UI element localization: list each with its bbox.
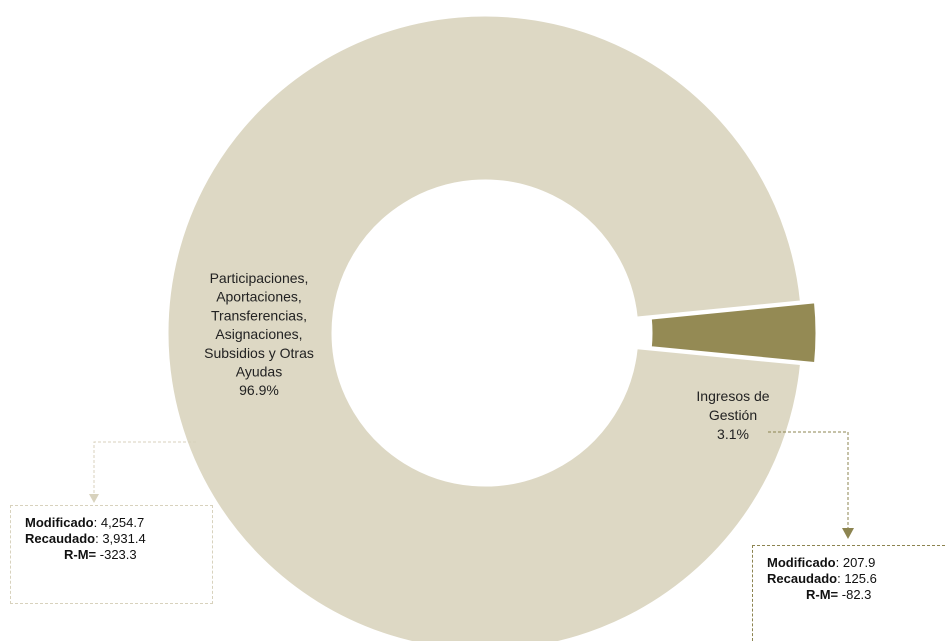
main-modificado-row: Modificado: 4,254.7: [25, 515, 145, 530]
label-participaciones-line: Participaciones,: [210, 270, 309, 286]
label-participaciones-line: Asignaciones,: [215, 326, 302, 342]
label-ingresos-gestion-line: Gestión: [709, 407, 757, 423]
label-ingresos-gestion-line: Ingresos de: [696, 388, 769, 404]
connector-line-gestion: [768, 431, 849, 530]
label-participaciones-line: 96.9%: [239, 382, 279, 398]
label-ingresos-gestion-line: 3.1%: [717, 426, 749, 442]
main-recaudado-row: Recaudado: 3,931.4: [25, 531, 146, 546]
gestion-slice-callout-box: Modificado: 207.9 Recaudado: 125.6 R-M= …: [752, 545, 945, 641]
main-rm-row: R-M= -323.3: [64, 547, 137, 562]
gestion-rm-value: -82.3: [841, 587, 872, 602]
label-participaciones-line: Transferencias,: [211, 307, 307, 323]
gestion-recaudado-value: 125.6: [844, 571, 877, 586]
gestion-recaudado-row: Recaudado: 125.6: [767, 571, 877, 586]
callout-connectors: [89, 431, 854, 539]
connector-arrow-gestion: [842, 528, 854, 539]
main-recaudado-value: 3,931.4: [102, 531, 146, 546]
gestion-modificado-row: Modificado: 207.9: [767, 555, 876, 570]
label-participaciones-line: Ayudas: [236, 364, 282, 380]
label-ingresos-gestion: Ingresos de Gestión 3.1%: [696, 388, 769, 442]
main-modificado-value: 4,254.7: [100, 515, 145, 530]
label-participaciones-line: Aportaciones,: [216, 289, 302, 305]
label-participaciones: Participaciones, Aportaciones, Transferenc…: [204, 270, 314, 398]
gestion-modificado-value: 207.9: [842, 555, 876, 570]
main-slice-callout-box: Modificado: 4,254.7 Recaudado: 3,931.4 R…: [10, 505, 213, 604]
slice-labels: Participaciones, Aportaciones, Transferenc…: [204, 270, 770, 442]
donut-slices: [165, 13, 819, 641]
main-rm-value: -323.3: [99, 547, 137, 562]
label-participaciones-line: Subsidios y Otras: [204, 345, 314, 361]
slice-ingresos-gestion: [648, 300, 819, 366]
gestion-rm-row: R-M= -82.3: [806, 587, 872, 602]
connector-arrow-main: [89, 494, 99, 503]
slice-participaciones: [165, 13, 804, 641]
connector-line-main: [93, 441, 196, 500]
